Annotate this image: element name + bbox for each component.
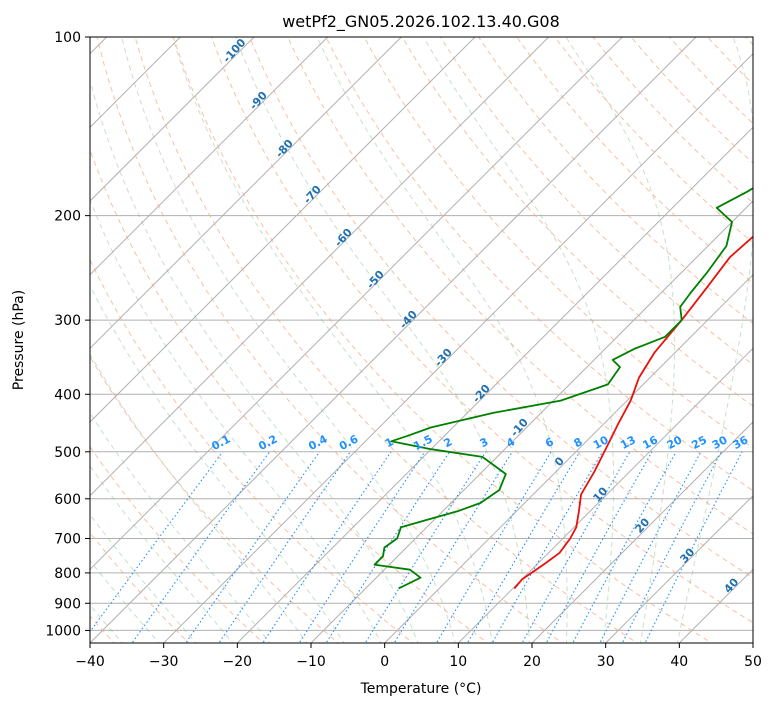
moist-adiabat-line <box>121 37 456 643</box>
y-tick-label: 500 <box>54 445 81 461</box>
isotherm-line <box>310 200 753 643</box>
x-axis: −40 −30 −20 −10 0 10 20 30 40 50 <box>75 643 762 670</box>
moist-adiabat-line <box>565 37 676 643</box>
mixing-ratio-line <box>393 451 513 643</box>
x-tick-label: −40 <box>75 654 105 670</box>
dry-adiabat-line <box>90 531 190 643</box>
moist-adiabat-line <box>676 37 753 643</box>
mixing-ratio-label: 10 <box>591 433 611 452</box>
y-tick-label: 900 <box>54 596 81 612</box>
y-tick-label: 1000 <box>45 623 81 639</box>
isotherm-line <box>90 37 624 571</box>
x-tick-label: 40 <box>670 654 688 670</box>
mixing-ratio-line <box>185 451 321 643</box>
mixing-ratio-line <box>298 451 426 643</box>
x-tick-label: 0 <box>380 654 389 670</box>
isotherm-line <box>457 347 753 643</box>
dry-adiabat-line <box>90 258 414 643</box>
mixing-ratio-line <box>218 451 351 643</box>
y-tick-label: 700 <box>54 532 81 548</box>
moist-adiabat-line <box>90 78 419 643</box>
isotherm-line <box>90 37 255 202</box>
mixing-ratio-line <box>572 451 677 643</box>
mixing-ratio-line <box>90 451 224 633</box>
dry-adiabat-line <box>96 37 564 643</box>
plot-area <box>90 37 753 643</box>
y-tick-label: 300 <box>54 313 81 329</box>
chart-title: wetPf2_GN05.2026.102.13.40.G08 <box>282 12 560 32</box>
dry-adiabat-line <box>516 37 753 284</box>
mixing-ratio-line <box>599 451 702 643</box>
x-tick-label: 30 <box>597 654 615 670</box>
mixing-ratio-line <box>644 451 743 643</box>
dry-adiabat-line <box>172 37 713 643</box>
y-axis: 100 200 300 400 500 600 700 800 900 1000 <box>45 30 90 639</box>
isotherm-line <box>383 273 753 643</box>
dry-adiabat-line <box>90 148 489 643</box>
mixing-ratio-label: 16 <box>640 433 660 452</box>
isotherm-line <box>236 126 753 643</box>
y-tick-label: 200 <box>54 209 81 225</box>
dry-adiabat-line <box>210 37 753 624</box>
x-axis-label: Temperature (°C) <box>360 681 482 697</box>
x-tick-label: 10 <box>449 654 467 670</box>
moist-adiabat-line <box>90 559 160 643</box>
mixing-ratio-line <box>131 451 271 643</box>
mixing-ratio-line <box>262 451 392 643</box>
isotherm-line <box>90 37 550 497</box>
moist-adiabat-line <box>90 198 382 643</box>
isotherm-line <box>604 494 753 643</box>
moist-adiabat-line <box>172 37 493 643</box>
dry-adiabat-line <box>90 445 265 643</box>
plot-frame <box>89 36 754 644</box>
x-tick-label: 50 <box>744 654 762 670</box>
isotherm-line <box>90 37 182 129</box>
dry-adiabat-line <box>325 37 753 492</box>
x-tick-label: −20 <box>223 654 253 670</box>
moist-adiabat-line <box>316 37 568 643</box>
moist-adiabat-line <box>90 412 271 643</box>
temperature-profile-line <box>513 235 753 590</box>
mixing-ratio-label: 20 <box>665 433 685 452</box>
isotherm-line <box>90 37 403 350</box>
mixing-ratio-label: 13 <box>618 433 638 452</box>
isotherm-line <box>162 52 753 643</box>
y-tick-label: 100 <box>54 30 81 46</box>
moist-adiabat-line <box>423 37 615 643</box>
isotherm-line <box>90 37 697 643</box>
mixing-ratio-label: 36 <box>731 433 751 452</box>
mixing-ratio-line <box>364 451 487 643</box>
y-axis-label: Pressure (hPa) <box>11 290 27 390</box>
x-tick-label: 20 <box>523 654 541 670</box>
mixing-ratio-label: 25 <box>689 433 709 452</box>
dewpoint-profile-line <box>373 187 753 590</box>
isotherm-line <box>90 37 329 276</box>
mixing-ratio-label: 30 <box>710 433 730 452</box>
moist-adiabat-line <box>90 513 197 643</box>
moist-adiabat-line <box>90 465 234 643</box>
isotherm-line <box>90 37 476 423</box>
x-tick-label: −10 <box>296 654 326 670</box>
mixing-ratio-line <box>466 451 581 643</box>
mixing-ratio-line <box>621 451 722 643</box>
y-tick-label: 600 <box>54 492 81 508</box>
isotherm-line <box>531 421 753 643</box>
mixing-ratio-line <box>491 451 603 643</box>
y-tick-label: 800 <box>54 566 81 582</box>
moist-adiabat-line <box>90 353 308 643</box>
dry-adiabat-line <box>134 37 638 643</box>
x-tick-label: −30 <box>149 654 179 670</box>
mixing-ratio-line <box>325 451 451 643</box>
y-tick-label: 400 <box>54 387 81 403</box>
dry-adiabat-line <box>287 37 753 535</box>
